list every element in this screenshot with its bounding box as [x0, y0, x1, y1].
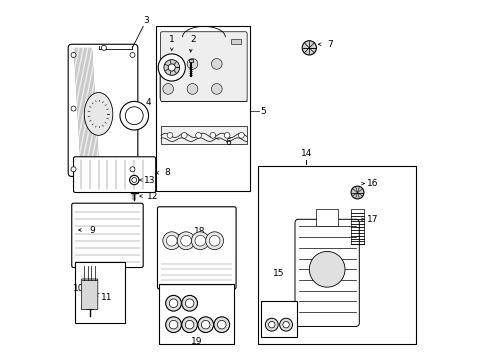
FancyBboxPatch shape: [201, 68, 214, 99]
Circle shape: [210, 132, 216, 138]
FancyBboxPatch shape: [72, 203, 143, 267]
Bar: [231, 39, 242, 44]
Circle shape: [164, 60, 180, 75]
Circle shape: [185, 299, 194, 307]
Circle shape: [71, 53, 76, 58]
Text: 9: 9: [89, 225, 95, 234]
Bar: [317, 208, 338, 226]
Circle shape: [182, 317, 197, 333]
Circle shape: [266, 318, 278, 331]
Circle shape: [196, 132, 201, 138]
Circle shape: [209, 235, 220, 246]
FancyBboxPatch shape: [173, 68, 186, 99]
Text: 18: 18: [194, 227, 206, 236]
Circle shape: [192, 232, 209, 249]
Bar: [156, 26, 250, 191]
Circle shape: [280, 318, 293, 331]
Circle shape: [211, 59, 222, 69]
Circle shape: [201, 320, 210, 329]
Circle shape: [182, 296, 197, 311]
Circle shape: [351, 186, 364, 199]
Circle shape: [169, 320, 178, 329]
Bar: [351, 208, 364, 244]
Circle shape: [130, 53, 135, 58]
FancyBboxPatch shape: [157, 207, 236, 289]
FancyBboxPatch shape: [160, 68, 173, 99]
Text: 15: 15: [273, 269, 285, 278]
Circle shape: [167, 132, 173, 138]
Circle shape: [187, 84, 198, 94]
FancyBboxPatch shape: [160, 32, 247, 102]
Circle shape: [198, 317, 214, 333]
Text: 14: 14: [301, 149, 312, 158]
Text: 7: 7: [327, 40, 333, 49]
Circle shape: [187, 59, 198, 69]
Ellipse shape: [84, 93, 113, 135]
Circle shape: [130, 175, 139, 185]
Circle shape: [302, 41, 317, 55]
Circle shape: [177, 232, 195, 249]
Circle shape: [132, 177, 137, 183]
Circle shape: [125, 107, 143, 125]
Text: 13: 13: [144, 176, 156, 185]
FancyBboxPatch shape: [295, 219, 359, 327]
Circle shape: [224, 132, 230, 138]
Circle shape: [185, 320, 194, 329]
Circle shape: [195, 235, 206, 246]
Circle shape: [163, 59, 173, 69]
Circle shape: [158, 54, 185, 81]
Circle shape: [211, 84, 222, 94]
Text: 16: 16: [367, 179, 378, 188]
Circle shape: [218, 320, 226, 329]
Circle shape: [169, 299, 178, 307]
FancyBboxPatch shape: [74, 157, 156, 193]
Circle shape: [130, 106, 135, 111]
Polygon shape: [161, 126, 247, 144]
Text: 19: 19: [191, 337, 202, 346]
FancyBboxPatch shape: [187, 68, 200, 99]
Text: 5: 5: [260, 107, 266, 116]
Text: 17: 17: [367, 215, 378, 224]
Circle shape: [130, 167, 135, 172]
Circle shape: [181, 132, 187, 138]
Circle shape: [181, 235, 192, 246]
Text: 10: 10: [73, 284, 84, 293]
Circle shape: [239, 132, 245, 138]
Circle shape: [71, 106, 76, 111]
Circle shape: [166, 296, 181, 311]
Text: 11: 11: [101, 293, 113, 302]
Circle shape: [283, 321, 289, 328]
Circle shape: [168, 64, 175, 71]
Bar: [261, 301, 297, 337]
Circle shape: [163, 232, 181, 249]
Circle shape: [206, 232, 223, 249]
Bar: [159, 284, 234, 344]
FancyBboxPatch shape: [228, 68, 241, 99]
Circle shape: [163, 84, 173, 94]
Text: 6: 6: [225, 138, 231, 147]
Bar: [75, 262, 125, 323]
Circle shape: [101, 45, 106, 50]
Bar: [189, 59, 193, 62]
Circle shape: [167, 235, 177, 246]
Text: 1: 1: [169, 35, 174, 44]
Circle shape: [309, 251, 345, 287]
Circle shape: [214, 317, 230, 333]
Bar: [258, 166, 416, 344]
Circle shape: [166, 317, 181, 333]
Text: 2: 2: [191, 35, 196, 44]
FancyBboxPatch shape: [68, 44, 138, 176]
Text: 12: 12: [147, 192, 158, 201]
Text: 4: 4: [146, 98, 151, 107]
Text: 8: 8: [165, 168, 171, 177]
Circle shape: [120, 102, 148, 130]
FancyBboxPatch shape: [214, 68, 227, 99]
FancyBboxPatch shape: [81, 279, 98, 310]
Circle shape: [269, 321, 275, 328]
Text: 3: 3: [143, 15, 148, 24]
Circle shape: [71, 167, 76, 172]
